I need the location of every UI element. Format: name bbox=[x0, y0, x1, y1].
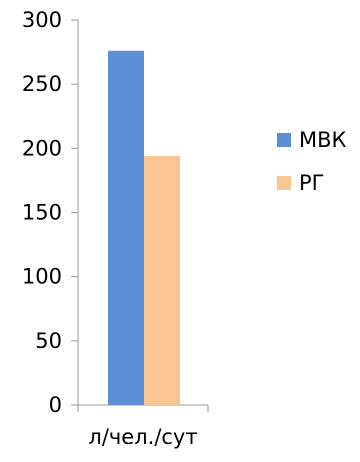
x-axis-labels: л/чел./сут bbox=[88, 425, 197, 449]
legend-swatch bbox=[277, 133, 291, 147]
legend-swatch bbox=[277, 176, 291, 190]
legend-label: РГ bbox=[299, 171, 324, 195]
y-tick-label: 200 bbox=[22, 136, 62, 160]
y-tick-label: 300 bbox=[22, 8, 62, 32]
legend: МВК РГ bbox=[277, 128, 347, 195]
bar-series-2 bbox=[144, 156, 180, 405]
y-tick-label: 0 bbox=[49, 393, 62, 417]
bar-series-1 bbox=[108, 50, 144, 406]
x-category-label: л/чел./сут bbox=[88, 425, 197, 449]
y-tick-label: 100 bbox=[22, 265, 62, 289]
bars bbox=[108, 50, 180, 406]
y-axis-ticks: 0 50 100 150 200 250 300 bbox=[22, 8, 78, 417]
y-tick-label: 50 bbox=[35, 329, 62, 353]
y-tick-label: 150 bbox=[22, 201, 62, 225]
legend-label: МВК bbox=[299, 128, 347, 152]
y-tick-label: 250 bbox=[22, 72, 62, 96]
